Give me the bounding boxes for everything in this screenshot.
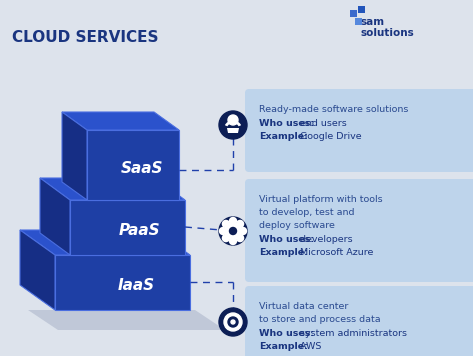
FancyBboxPatch shape [245, 179, 473, 282]
Text: Example:: Example: [259, 342, 308, 351]
Text: to store and process data: to store and process data [259, 315, 381, 324]
Polygon shape [40, 178, 185, 200]
Text: CLOUD SERVICES: CLOUD SERVICES [12, 31, 158, 46]
Text: SaaS: SaaS [121, 161, 164, 176]
Circle shape [219, 308, 247, 336]
Circle shape [222, 220, 229, 227]
Text: end users: end users [297, 119, 347, 128]
Text: deploy software: deploy software [259, 221, 335, 230]
Text: system administrators: system administrators [297, 329, 407, 338]
Circle shape [228, 317, 238, 327]
Circle shape [229, 227, 236, 235]
Text: Microsoft Azure: Microsoft Azure [297, 248, 373, 257]
Text: Google Drive: Google Drive [297, 132, 361, 141]
Polygon shape [28, 310, 225, 330]
Polygon shape [227, 128, 239, 133]
Circle shape [219, 217, 247, 245]
Circle shape [239, 227, 246, 235]
Polygon shape [20, 230, 55, 310]
Text: AWS: AWS [297, 342, 321, 351]
FancyBboxPatch shape [358, 6, 365, 13]
Circle shape [229, 237, 236, 245]
Polygon shape [87, 130, 179, 200]
Circle shape [226, 224, 240, 238]
Text: Example:: Example: [259, 248, 308, 257]
Text: Example:: Example: [259, 132, 308, 141]
Text: Who uses:: Who uses: [259, 235, 314, 244]
FancyBboxPatch shape [350, 10, 357, 17]
Circle shape [219, 227, 227, 235]
Text: developers: developers [297, 235, 352, 244]
Text: Virtual platform with tools: Virtual platform with tools [259, 195, 383, 204]
Polygon shape [62, 112, 87, 200]
Polygon shape [62, 112, 179, 130]
FancyBboxPatch shape [355, 18, 362, 25]
Text: Virtual data center: Virtual data center [259, 302, 349, 311]
Text: Who uses:: Who uses: [259, 119, 314, 128]
Polygon shape [40, 178, 70, 255]
FancyBboxPatch shape [245, 89, 473, 172]
Circle shape [231, 320, 235, 324]
Circle shape [219, 111, 247, 139]
Circle shape [236, 220, 244, 227]
Circle shape [229, 218, 236, 225]
FancyBboxPatch shape [245, 286, 473, 356]
Polygon shape [55, 255, 190, 310]
Text: sam: sam [360, 17, 384, 27]
Polygon shape [70, 200, 185, 255]
Circle shape [224, 313, 242, 331]
Text: to develop, test and: to develop, test and [259, 208, 354, 217]
Circle shape [236, 235, 244, 242]
Text: PaaS: PaaS [118, 223, 160, 238]
Text: Ready-made software solutions: Ready-made software solutions [259, 105, 408, 114]
Text: IaaS: IaaS [117, 278, 155, 293]
Text: solutions: solutions [360, 28, 414, 38]
Text: Who uses:: Who uses: [259, 329, 314, 338]
Circle shape [228, 115, 238, 125]
Polygon shape [20, 230, 190, 255]
Circle shape [222, 235, 229, 242]
